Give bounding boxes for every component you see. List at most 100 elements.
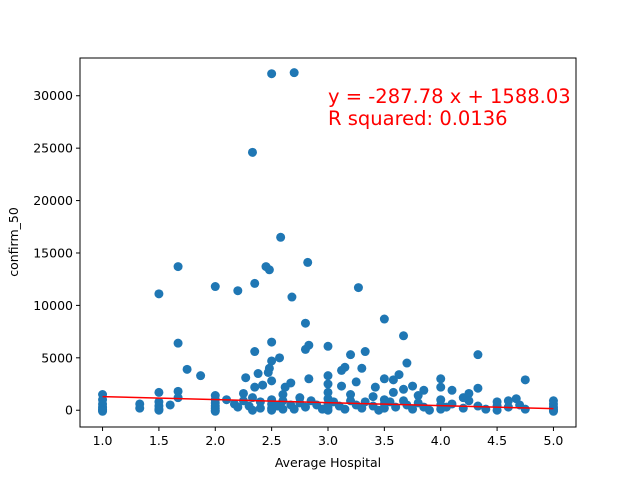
data-point [323, 387, 333, 397]
data-point [413, 391, 423, 401]
y-tick-label: 15000 [33, 245, 73, 260]
data-point [278, 390, 288, 400]
data-point [388, 387, 398, 397]
data-point [289, 68, 299, 78]
data-point [458, 403, 468, 413]
regression-equation: y = -287.78 x + 1588.03 [328, 85, 571, 108]
data-point [238, 388, 248, 398]
x-axis: 1.0 1.5 2.0 2.5 3.0 3.5 4.0 4.5 5.0 [93, 427, 564, 448]
data-point [447, 385, 457, 395]
data-point [250, 347, 260, 357]
data-point [520, 375, 530, 385]
data-point [399, 331, 409, 341]
data-point [346, 390, 356, 400]
data-point [267, 69, 277, 79]
data-point [394, 370, 404, 380]
data-point [287, 292, 297, 302]
data-point [379, 374, 389, 384]
data-point [289, 404, 299, 414]
data-point [303, 257, 313, 267]
data-point [154, 405, 164, 415]
y-tick-label: 5000 [41, 350, 73, 365]
data-point [264, 265, 274, 275]
y-tick-label: 10000 [33, 298, 73, 313]
x-axis-label: Average Hospital [275, 455, 381, 470]
data-point [182, 364, 192, 374]
data-point [267, 376, 277, 386]
data-point [473, 383, 483, 393]
data-point [233, 402, 243, 412]
y-axis-label: confirm_50 [6, 207, 21, 277]
data-point [323, 379, 333, 389]
data-point [520, 404, 530, 414]
data-point [408, 404, 418, 414]
data-point [503, 396, 513, 406]
y-tick-label: 30000 [33, 88, 73, 103]
data-point [267, 356, 277, 366]
data-point [255, 403, 265, 413]
x-tick-label: 4.0 [431, 433, 451, 448]
data-point [154, 387, 164, 397]
data-point [351, 377, 361, 387]
data-point [360, 347, 370, 357]
data-point [154, 289, 164, 299]
data-point [276, 232, 286, 242]
data-point [379, 314, 389, 324]
regression-line [102, 395, 554, 410]
data-point [419, 385, 429, 395]
data-point [436, 374, 446, 384]
data-point [300, 402, 310, 412]
data-point [370, 382, 380, 392]
x-tick-label: 1.5 [149, 433, 169, 448]
data-point [357, 363, 367, 373]
y-tick-label: 25000 [33, 141, 73, 156]
x-tick-label: 1.0 [93, 433, 113, 448]
data-point [255, 397, 265, 407]
y-tick-label: 0 [65, 403, 73, 418]
data-point [275, 353, 285, 363]
data-point [98, 406, 108, 416]
data-point [247, 147, 257, 157]
data-point [173, 393, 183, 403]
data-point [196, 371, 206, 381]
data-point [337, 365, 347, 375]
data-point [253, 369, 263, 379]
data-point [233, 286, 243, 296]
x-tick-label: 4.5 [487, 433, 507, 448]
data-point [346, 350, 356, 360]
data-point [210, 282, 220, 292]
data-point [473, 350, 483, 360]
data-point [337, 381, 347, 391]
data-point [388, 375, 398, 385]
x-tick-label: 5.0 [544, 433, 564, 448]
data-point [492, 405, 502, 415]
data-point [286, 378, 296, 388]
data-point [436, 382, 446, 392]
data-point [267, 337, 277, 347]
data-point [278, 404, 288, 414]
data-point [173, 386, 183, 396]
x-tick-label: 2.0 [205, 433, 225, 448]
data-point [353, 283, 363, 293]
data-point [241, 373, 251, 383]
data-point [464, 388, 474, 398]
data-point [464, 396, 474, 406]
data-point [135, 403, 145, 413]
data-point [173, 338, 183, 348]
data-point [402, 358, 412, 368]
data-point [447, 399, 457, 409]
data-point [379, 403, 389, 413]
data-point [323, 405, 333, 415]
y-axis: 0 5000 10000 15000 20000 25000 30000 [33, 88, 80, 418]
x-tick-label: 3.0 [318, 433, 338, 448]
data-point [360, 397, 370, 407]
data-point [304, 374, 314, 384]
x-tick-label: 3.5 [374, 433, 394, 448]
data-point [340, 404, 350, 414]
data-point [424, 405, 434, 415]
points-layer [98, 68, 558, 416]
data-point [323, 371, 333, 381]
data-point [300, 318, 310, 328]
data-point [165, 400, 175, 410]
